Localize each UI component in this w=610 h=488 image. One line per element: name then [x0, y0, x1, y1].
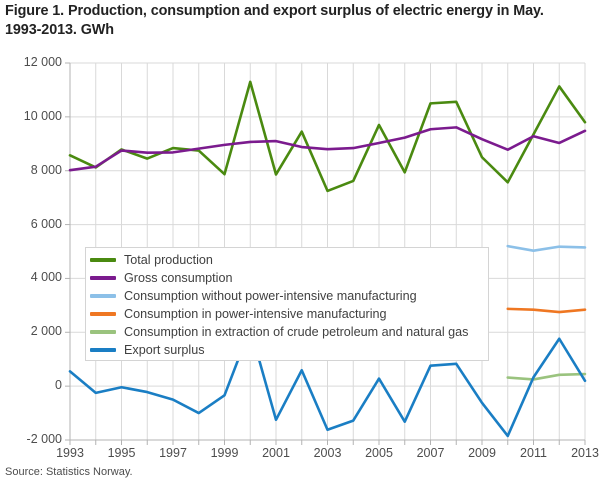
legend-item-label: Consumption in power-intensive manufactu…	[124, 307, 387, 321]
legend-color-swatch-icon	[90, 330, 116, 334]
legend-item-label: Gross consumption	[124, 271, 233, 285]
legend-item[interactable]: Consumption without power-intensive manu…	[86, 287, 488, 305]
legend-item-label: Consumption without power-intensive manu…	[124, 289, 417, 303]
x-axis-tick-label: 1995	[107, 446, 136, 460]
y-axis-tick-label: 2 000	[30, 324, 62, 339]
y-axis-tick-label: 10 000	[23, 108, 62, 123]
legend-color-swatch-icon	[90, 294, 116, 298]
legend-item-label: Total production	[124, 253, 213, 267]
series-line	[68, 80, 587, 193]
x-axis-tick-label: 1999	[210, 446, 239, 460]
y-axis-tick-label: 4 000	[30, 270, 62, 285]
y-axis-tick-label: -2 000	[26, 432, 62, 446]
x-axis-tick-label: 2003	[313, 446, 342, 460]
x-axis-tick-label: 1993	[56, 446, 84, 460]
series-line	[506, 244, 587, 252]
y-axis-tick-label: 12 000	[23, 55, 62, 69]
y-axis-tick-label: 0	[55, 378, 62, 393]
legend-item-label: Consumption in extraction of crude petro…	[124, 325, 469, 339]
x-axis-tick-label: 2005	[365, 446, 393, 460]
chart-plot-area: Total production Gross consumption Consump…	[0, 48, 610, 460]
series-line	[68, 326, 587, 438]
legend-color-swatch-icon	[90, 348, 116, 352]
chart-legend: Total production Gross consumption Consump…	[85, 247, 489, 361]
legend-color-swatch-icon	[90, 276, 116, 280]
series-line	[506, 372, 587, 381]
legend-item[interactable]: Consumption in power-intensive manufactu…	[86, 305, 488, 323]
legend-item[interactable]: Consumption in extraction of crude petro…	[86, 323, 488, 341]
legend-color-swatch-icon	[90, 258, 116, 262]
legend-item-label: Export surplus	[124, 343, 205, 357]
legend-color-swatch-icon	[90, 312, 116, 316]
x-axis-tick-label: 1997	[159, 446, 187, 460]
x-axis-tick-label: 2013	[571, 446, 599, 460]
source-note: Source: Statistics Norway.	[5, 466, 133, 478]
legend-item[interactable]: Gross consumption	[86, 269, 488, 287]
x-axis-tick-label: 2011	[520, 446, 547, 460]
page-title: Figure 1. Production, consumption and ex…	[5, 3, 544, 38]
series-line	[68, 126, 587, 172]
x-axis-tick-label: 2009	[468, 446, 496, 460]
series-line	[506, 307, 587, 314]
legend-item[interactable]: Export surplus	[86, 341, 488, 359]
x-axis-tick-label: 2001	[262, 446, 290, 460]
y-axis-tick-label: 8 000	[30, 162, 62, 177]
x-axis-tick-label: 2007	[416, 446, 445, 460]
y-axis-tick-label: 6 000	[30, 216, 62, 231]
legend-item[interactable]: Total production	[86, 251, 488, 269]
